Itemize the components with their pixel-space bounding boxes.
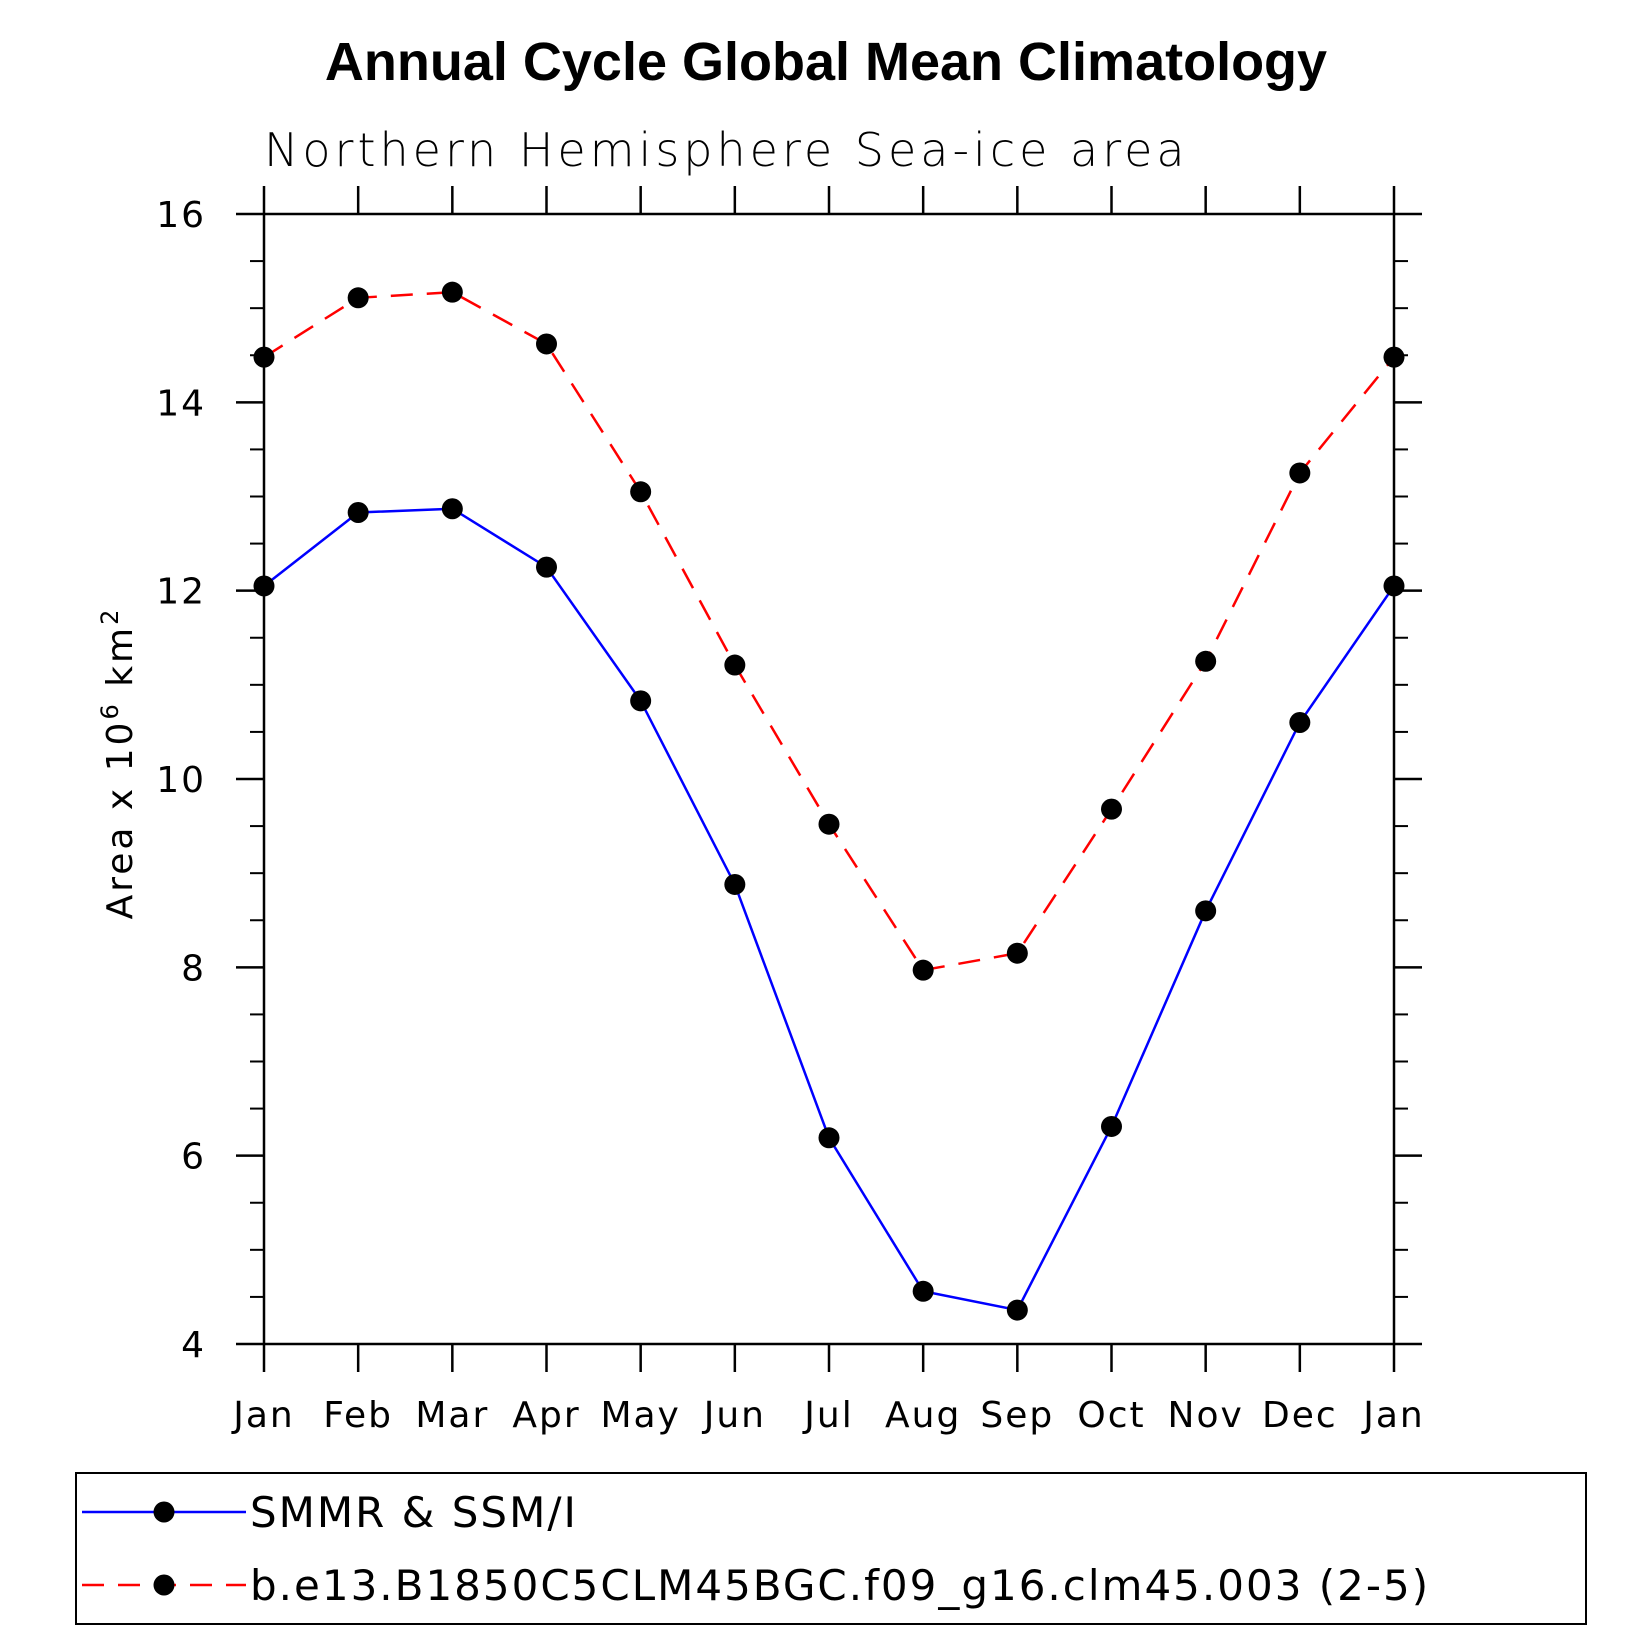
series-1-point: [253, 575, 275, 597]
y-axis-label-unit: km: [100, 625, 141, 701]
series-2-point: [724, 654, 746, 676]
y-axis-label-base: Area x 10: [100, 720, 141, 920]
series-2-point: [912, 959, 934, 981]
series-line-2: [263, 290, 1395, 972]
y-axis-label: Area x 106 km2: [96, 607, 141, 920]
legend-label-2: b.e13.B1850C5CLM45BGC.f09_g16.clm45.003 …: [250, 1561, 1430, 1610]
series-2-point: [1289, 462, 1311, 484]
series-2-point: [1195, 650, 1217, 672]
legend-marker-2: [153, 1574, 175, 1596]
y-tick-label: 8: [181, 948, 206, 989]
series-layer: [263, 290, 1396, 1312]
y-axis-label-unit-exponent: 2: [96, 607, 124, 625]
series-2-point: [1383, 346, 1405, 368]
x-tick-label: Mar: [415, 1395, 489, 1436]
x-tick-label: Feb: [323, 1395, 393, 1436]
series-2-point: [630, 481, 652, 503]
series-1-point: [1289, 712, 1311, 733]
y-tick-label: 6: [181, 1137, 206, 1178]
y-tick-label: 16: [156, 195, 206, 236]
x-tick-label: Apr: [512, 1395, 580, 1436]
legend-marker-1: [153, 1501, 175, 1523]
series-1-point: [441, 498, 463, 520]
series-1-point: [818, 1127, 840, 1149]
series-2-point: [818, 813, 840, 835]
y-tick-label: 14: [156, 383, 206, 424]
series-1-point: [912, 1280, 934, 1302]
series-1-point: [536, 556, 557, 578]
series-2-point: [1101, 798, 1122, 820]
x-tick-label: Jul: [802, 1395, 853, 1436]
x-tick-label: Sep: [980, 1395, 1054, 1436]
legend-box: [75, 1472, 1587, 1625]
series-2-point: [253, 346, 275, 368]
legend: SMMR & SSM/I b.e13.B1850C5CLM45BGC.f09_g1…: [82, 1488, 1430, 1610]
chart-subtitle: Northern Hemisphere Sea-ice area: [264, 123, 1189, 177]
series-2-point: [1006, 942, 1028, 964]
y-tick-label: 12: [156, 572, 206, 613]
x-tick-label: Jan: [231, 1395, 295, 1436]
chart-title: Annual Cycle Global Mean Climatology: [325, 32, 1327, 92]
series-1-point: [1383, 575, 1405, 597]
x-tick-label: Dec: [1262, 1395, 1338, 1436]
series-line-1: [263, 507, 1396, 1312]
series-2-point: [441, 281, 463, 303]
x-tick-label: Nov: [1168, 1395, 1244, 1436]
x-tick-label: Jun: [702, 1395, 766, 1436]
axis-ticks: Jan Feb Mar Apr May Jun Jul Aug Sep Oct Nov Dec Jan 4…: [156, 186, 1425, 1436]
y-tick-label: 4: [181, 1325, 206, 1366]
series-1-point: [1195, 900, 1217, 922]
y-tick-label: 10: [156, 760, 206, 801]
series-1-point: [630, 690, 652, 712]
series-2-point: [347, 287, 369, 309]
series-1-point: [347, 502, 369, 524]
plot-frame: [262, 212, 1396, 1346]
x-tick-label: Jan: [1361, 1395, 1425, 1436]
x-tick-label: May: [600, 1395, 680, 1436]
series-1-point: [724, 873, 746, 895]
series-2-point: [536, 333, 557, 355]
y-axis-label-exponent: 6: [96, 701, 124, 719]
x-tick-label: Oct: [1077, 1395, 1145, 1436]
legend-label-1: SMMR & SSM/I: [250, 1488, 578, 1537]
x-tick-label: Aug: [885, 1395, 961, 1436]
svg-text:Area x 106 km2: Area x 106 km2: [96, 607, 141, 920]
markers-layer: [253, 281, 1405, 1321]
series-1-point: [1101, 1115, 1122, 1137]
series-1-point: [1006, 1299, 1028, 1321]
